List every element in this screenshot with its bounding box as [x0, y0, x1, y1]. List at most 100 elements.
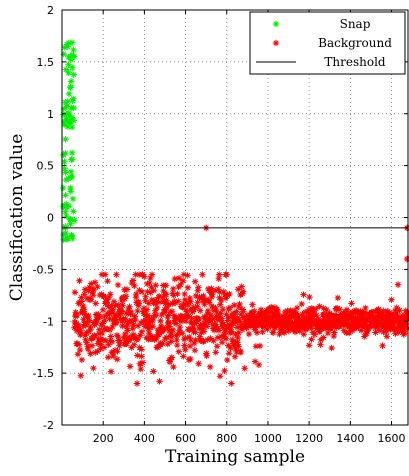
data-point-background — [239, 326, 246, 333]
data-point-background — [95, 330, 103, 337]
data-point-background — [218, 339, 226, 346]
data-point-background — [162, 282, 170, 289]
data-point-background — [89, 289, 96, 296]
series-background — [71, 224, 409, 387]
legend-label-snap: Snap — [340, 17, 371, 31]
data-point-background — [226, 325, 233, 332]
data-point-background — [341, 320, 348, 327]
data-point-background — [150, 287, 158, 294]
data-point-background — [81, 291, 88, 298]
data-point-snap — [60, 105, 68, 113]
data-point-background — [94, 348, 101, 355]
data-point-background — [186, 326, 193, 333]
data-point-background — [119, 302, 126, 309]
data-point-background — [131, 313, 139, 320]
data-point-snap — [69, 64, 76, 71]
data-point-background — [243, 311, 251, 319]
data-point-background — [117, 316, 124, 323]
data-point-background — [183, 308, 191, 315]
data-point-background — [148, 271, 156, 278]
data-point-background — [331, 319, 339, 327]
data-point-background — [187, 355, 194, 363]
data-point-background — [115, 301, 123, 309]
data-point-background — [78, 356, 86, 364]
data-point-background — [207, 311, 215, 319]
data-point-background — [134, 352, 141, 359]
data-point-background — [107, 368, 115, 375]
data-point-background — [90, 286, 97, 294]
data-point-snap — [70, 104, 77, 112]
data-point-background — [216, 288, 223, 296]
data-point-snap — [62, 66, 70, 73]
data-point-background — [160, 287, 167, 295]
data-point-background — [91, 279, 99, 286]
data-point-background — [106, 315, 113, 322]
data-point-background — [135, 271, 143, 278]
data-point-snap — [65, 90, 73, 98]
data-point-background — [187, 298, 194, 305]
data-point-background — [313, 312, 320, 319]
data-point-background — [361, 333, 368, 340]
data-point-background — [384, 308, 392, 315]
data-point-background — [350, 320, 357, 327]
data-point-background — [270, 329, 277, 336]
data-point-background — [383, 328, 390, 335]
data-point-background — [97, 341, 105, 348]
data-point-background — [179, 304, 186, 311]
data-point-background — [223, 271, 230, 278]
x-tick-label: 1600 — [378, 432, 406, 445]
data-point-background — [237, 291, 244, 299]
data-point-background — [299, 310, 306, 318]
data-point-background — [231, 342, 238, 349]
data-point-background — [98, 271, 106, 278]
data-point-background — [237, 311, 245, 318]
data-point-snap — [63, 102, 70, 110]
data-point-background — [293, 304, 301, 312]
data-point-snap — [68, 156, 75, 163]
data-point-background — [80, 306, 88, 313]
data-point-background — [81, 286, 89, 293]
data-point-background — [77, 330, 85, 337]
data-point-background — [167, 356, 174, 363]
data-point-background — [398, 327, 405, 334]
data-point-background — [153, 304, 161, 312]
data-point-background — [175, 274, 183, 282]
data-point-background — [293, 310, 300, 317]
data-point-background — [221, 367, 228, 375]
data-point-snap — [65, 39, 73, 47]
data-point-background — [89, 292, 97, 299]
data-point-background — [191, 278, 199, 285]
data-point-background — [224, 317, 231, 324]
data-point-background — [181, 290, 188, 298]
data-point-background — [317, 336, 325, 343]
data-point-background — [76, 277, 83, 284]
data-point-background — [284, 307, 291, 315]
data-point-background — [163, 297, 170, 304]
data-point-background — [294, 322, 302, 329]
data-point-background — [345, 323, 353, 330]
data-point-background — [108, 302, 115, 309]
data-point-snap — [62, 99, 69, 106]
data-point-background — [183, 299, 191, 307]
data-point-background — [147, 274, 154, 282]
data-point-background — [186, 333, 193, 341]
data-point-background — [104, 325, 111, 332]
data-point-background — [257, 321, 264, 328]
data-point-background — [276, 331, 283, 338]
data-point-snap — [62, 229, 69, 237]
y-tick-label: -1 — [43, 315, 54, 328]
data-point-background — [137, 332, 144, 339]
data-point-snap — [69, 97, 76, 104]
data-point-snap — [68, 51, 76, 59]
data-point-background — [207, 335, 214, 342]
data-point-snap — [65, 109, 73, 117]
data-point-background — [84, 319, 91, 327]
data-point-background — [84, 345, 92, 353]
data-point-background — [280, 314, 287, 322]
data-point-background — [231, 353, 239, 360]
data-point-snap — [63, 212, 70, 220]
data-point-background — [112, 302, 119, 309]
data-point-background — [195, 315, 203, 323]
data-point-background — [88, 342, 96, 349]
data-point-background — [268, 319, 275, 327]
